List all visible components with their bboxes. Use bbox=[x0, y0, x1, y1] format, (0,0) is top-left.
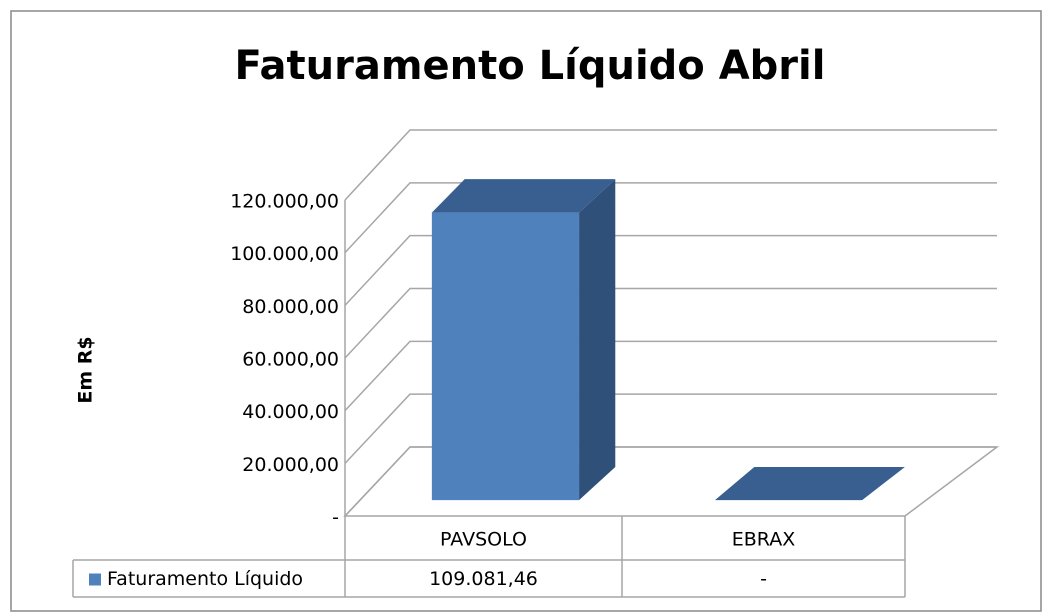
grid-line bbox=[344, 446, 997, 517]
data-label: - bbox=[760, 568, 767, 590]
y-tick-label: 40.000,00 bbox=[242, 401, 339, 423]
x-tick-label: EBRAX bbox=[732, 529, 796, 551]
grid-line bbox=[344, 182, 997, 254]
grid-line bbox=[344, 234, 997, 306]
chart-title: Faturamento Líquido Abril bbox=[235, 43, 826, 89]
y-axis-title: Em R$ bbox=[75, 336, 97, 403]
data-label: 109.081,46 bbox=[429, 568, 538, 590]
legend-label: Faturamento Líquido bbox=[107, 568, 303, 590]
bar-front bbox=[431, 212, 580, 501]
x-tick-label: PAVSOLO bbox=[440, 529, 527, 551]
y-tick-label: 120.000,00 bbox=[230, 191, 339, 213]
y-tick-label: 60.000,00 bbox=[242, 349, 339, 371]
grid-line bbox=[344, 393, 997, 464]
grid-line bbox=[344, 287, 997, 359]
grid-line bbox=[344, 340, 997, 412]
bar-side bbox=[579, 179, 616, 501]
y-tick-label: 20.000,00 bbox=[242, 454, 339, 476]
y-tick-label: - bbox=[332, 507, 339, 529]
bar-top bbox=[431, 179, 616, 213]
legend-swatch bbox=[89, 573, 101, 586]
y-tick-label: 100.000,00 bbox=[230, 243, 339, 265]
y-tick-label: 80.000,00 bbox=[242, 296, 339, 318]
bar-top bbox=[714, 467, 905, 501]
grid-line bbox=[344, 129, 997, 201]
